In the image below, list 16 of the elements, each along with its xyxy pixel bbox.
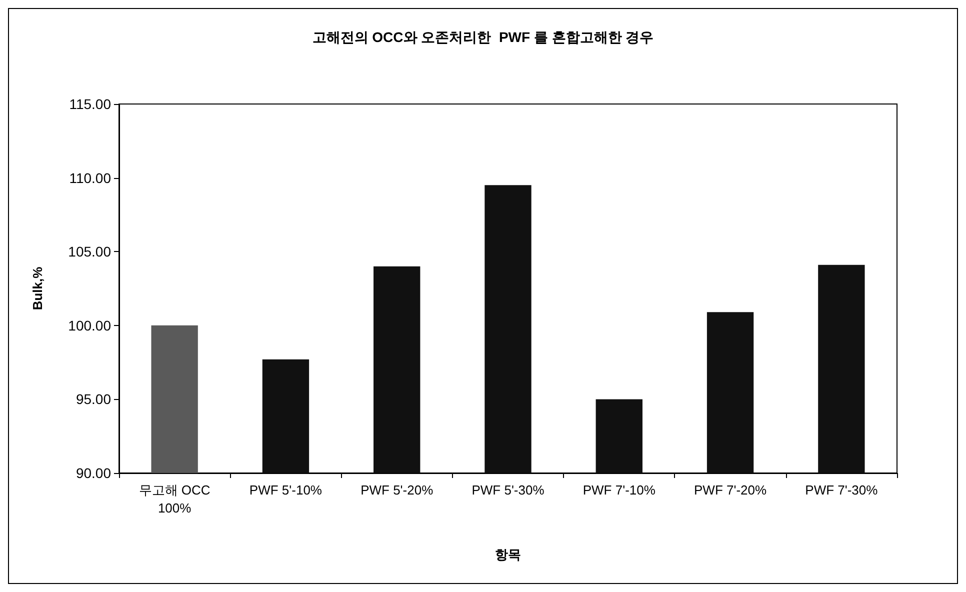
- y-tick-label: 90.00: [76, 465, 112, 481]
- y-tick-label: 95.00: [76, 391, 112, 408]
- x-tick-label: PWF 5'-10%: [249, 482, 322, 498]
- y-tick-label: 110.00: [69, 170, 112, 186]
- x-tick-label: 무고해 OCC 100%: [138, 482, 210, 516]
- x-tick-label: PWF 7'-10%: [582, 482, 656, 498]
- y-tick-label: 100.00: [68, 317, 112, 334]
- x-tick-label: PWF 5'-20%: [360, 482, 434, 498]
- y-axis-title: Bulk,%: [30, 266, 45, 310]
- y-tick-label: 105.00: [68, 244, 112, 260]
- x-tick-label: PWF 7'-20%: [694, 482, 767, 498]
- x-axis-title: 항목: [495, 547, 521, 562]
- x-tick-label: PWF 5'-30%: [472, 482, 545, 498]
- chart-title: 고해전의 OCC와 오존처리한 PWF 를 혼합고해한 경우: [312, 29, 654, 45]
- y-tick-label: 115.00: [69, 96, 112, 112]
- x-tick-label: PWF 7'-30%: [805, 482, 878, 498]
